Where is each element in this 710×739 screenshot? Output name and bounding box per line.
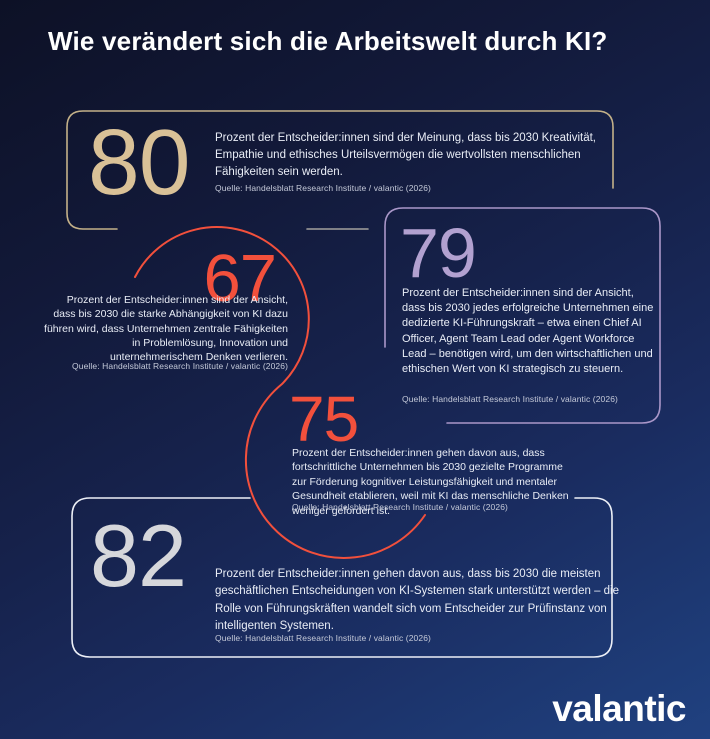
- stat-79-value: 79: [400, 214, 477, 292]
- stat-82-value: 82: [90, 506, 187, 605]
- stat-82-text: Prozent der Entscheider:innen gehen davo…: [215, 568, 620, 632]
- valantic-logo: valantic: [552, 688, 686, 729]
- stat-79-text: Prozent der Entscheider:innen sind der A…: [402, 287, 654, 375]
- stat-67-value: 67: [203, 241, 277, 316]
- stat-80-source: Quelle: Handelsblatt Research Institute …: [215, 183, 431, 193]
- stat-75-text: Prozent der Entscheider:innen gehen davo…: [292, 447, 569, 517]
- stat-67-source: Quelle: Handelsblatt Research Institute …: [72, 361, 288, 371]
- stat-79-source: Quelle: Handelsblatt Research Institute …: [402, 394, 618, 404]
- stat-80-text: Prozent der Entscheider:innen sind der M…: [215, 132, 596, 179]
- stat-75-source: Quelle: Handelsblatt Research Institute …: [292, 502, 508, 512]
- stat-82-source: Quelle: Handelsblatt Research Institute …: [215, 633, 431, 643]
- page-title: Wie verändert sich die Arbeitswelt durch…: [48, 26, 608, 56]
- stat-80-value: 80: [88, 110, 190, 214]
- stat-67-text: Prozent der Entscheider:innen sind der A…: [44, 294, 288, 364]
- stat-75-value: 75: [289, 383, 359, 455]
